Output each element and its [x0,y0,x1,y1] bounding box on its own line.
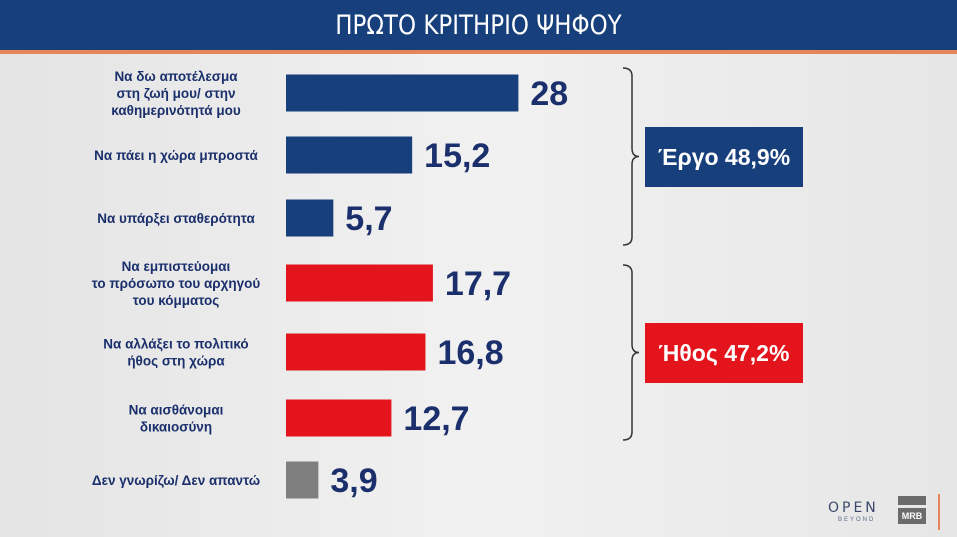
category-label: Να υπάρξει σταθερότητα [97,211,255,226]
header-bar [0,0,957,50]
value-label: 12,7 [403,400,469,438]
category-label: καθημερινότητά μου [111,103,241,118]
bar [286,333,426,371]
category-label: ήθος στη χώρα [127,354,225,369]
group-box-ergo: Έργο 48,9% [645,127,803,187]
value-label: 5,7 [345,200,392,238]
category-label: δικαιοσύνη [140,420,212,435]
category-label: Να εμπιστεύομαι [122,259,231,274]
value-label: 17,7 [445,265,511,303]
page-title: ΠΡΩΤΟ ΚΡΙΤΗΡΙΟ ΨΗΦΟΥ [335,10,622,41]
group-box-ithos: Ήθος 47,2% [645,323,803,383]
category-label: Δεν γνωρίζω/ Δεν απαντώ [92,473,260,488]
category-label: στη ζωή μου/ στην [117,86,236,101]
group-bracket [622,67,640,246]
header-accent-line [0,50,957,54]
bar [286,74,519,112]
mrb-logo: MRB [898,496,926,526]
category-label: Να αλλάξει το πολιτικό [103,337,248,352]
open-logo-subtext: BEYOND [838,517,876,523]
value-label: 15,2 [424,137,490,175]
category-label: Να πάει η χώρα μπροστά [94,148,258,163]
value-label: 3,9 [330,462,377,500]
bar [286,399,392,437]
group-bracket [622,264,640,441]
value-label: 16,8 [437,334,503,372]
category-label: Να δω αποτέλεσμα [114,69,238,84]
open-logo: OPEN [828,500,879,516]
category-label: το πρόσωπο του αρχηγού [92,276,261,291]
category-label: Να αισθάνομαι [129,403,224,418]
bar [286,199,334,237]
bar [286,461,319,499]
category-label: του κόμματος [133,293,220,308]
value-label: 28 [530,75,568,113]
accent-mark [938,494,940,530]
bar [286,136,413,174]
bar [286,264,433,302]
